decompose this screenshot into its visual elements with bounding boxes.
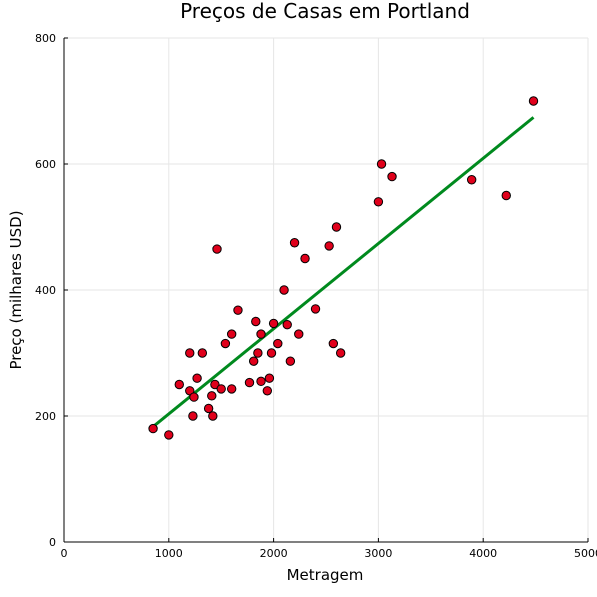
y-tick-label: 200 xyxy=(35,410,56,423)
scatter-point xyxy=(279,285,289,295)
scatter-point xyxy=(226,384,237,394)
scatter-point xyxy=(216,384,226,394)
scatter-point xyxy=(289,238,300,248)
scatter-point xyxy=(185,348,195,358)
scatter-point xyxy=(466,175,477,185)
scatter-point xyxy=(210,379,220,390)
scatter-point xyxy=(501,190,511,201)
fit-line xyxy=(152,116,535,428)
scatter-point xyxy=(203,403,214,414)
x-tick-label: 1000 xyxy=(155,547,183,560)
scatter-point xyxy=(256,376,266,387)
scatter-point xyxy=(220,338,231,349)
scatter-point xyxy=(212,244,222,254)
scatter-point xyxy=(294,329,304,339)
scatter-point xyxy=(226,329,237,339)
x-tick-label: 4000 xyxy=(469,547,497,560)
scatter-point xyxy=(273,338,283,349)
x-axis-label: Metragem xyxy=(287,566,364,584)
scatter-point xyxy=(310,304,321,314)
scatter-point xyxy=(253,348,263,358)
axes xyxy=(63,37,589,543)
scatter-point xyxy=(248,356,259,366)
y-axis-label: Preço (milhares USD) xyxy=(7,210,25,369)
scatter-point xyxy=(188,411,198,421)
scatter-point xyxy=(262,386,273,396)
data-points xyxy=(148,96,539,440)
scatter-point xyxy=(528,96,539,106)
scatter-point xyxy=(328,338,339,349)
scatter-point xyxy=(331,222,342,232)
scatter-point xyxy=(285,356,296,366)
scatter-point xyxy=(189,392,199,402)
scatter-point xyxy=(233,305,243,315)
scatter-point xyxy=(192,373,202,383)
scatter-point xyxy=(376,159,387,169)
chart-title: Preços de Casas em Portland xyxy=(180,0,470,23)
scatter-point xyxy=(324,241,334,251)
scatter-point xyxy=(387,171,397,182)
y-tick-label: 600 xyxy=(35,158,56,171)
scatter-point xyxy=(266,348,277,358)
scatter-point xyxy=(251,316,261,327)
scatter-point xyxy=(197,348,208,358)
y-tick-label: 0 xyxy=(49,536,56,549)
x-tick-label: 3000 xyxy=(364,547,392,560)
grid xyxy=(63,37,589,543)
scatter-point xyxy=(256,329,266,339)
scatter-point xyxy=(300,253,310,264)
scatter-point xyxy=(282,319,292,330)
scatter-point xyxy=(207,391,217,401)
scatter-point xyxy=(335,348,346,358)
scatter-point xyxy=(373,197,384,207)
scatter-point xyxy=(174,379,184,390)
scatter-point xyxy=(164,430,174,440)
scatter-point xyxy=(268,318,279,329)
scatter-point xyxy=(148,423,158,434)
scatter-point xyxy=(244,377,255,388)
scatter-point xyxy=(264,373,275,383)
y-tick-label: 800 xyxy=(35,32,56,45)
y-tick-label: 400 xyxy=(35,284,56,297)
scatter-point xyxy=(208,411,218,421)
x-tick-label: 2000 xyxy=(260,547,288,560)
fit-line-layer xyxy=(152,116,535,428)
x-tick-label: 0 xyxy=(61,547,68,560)
